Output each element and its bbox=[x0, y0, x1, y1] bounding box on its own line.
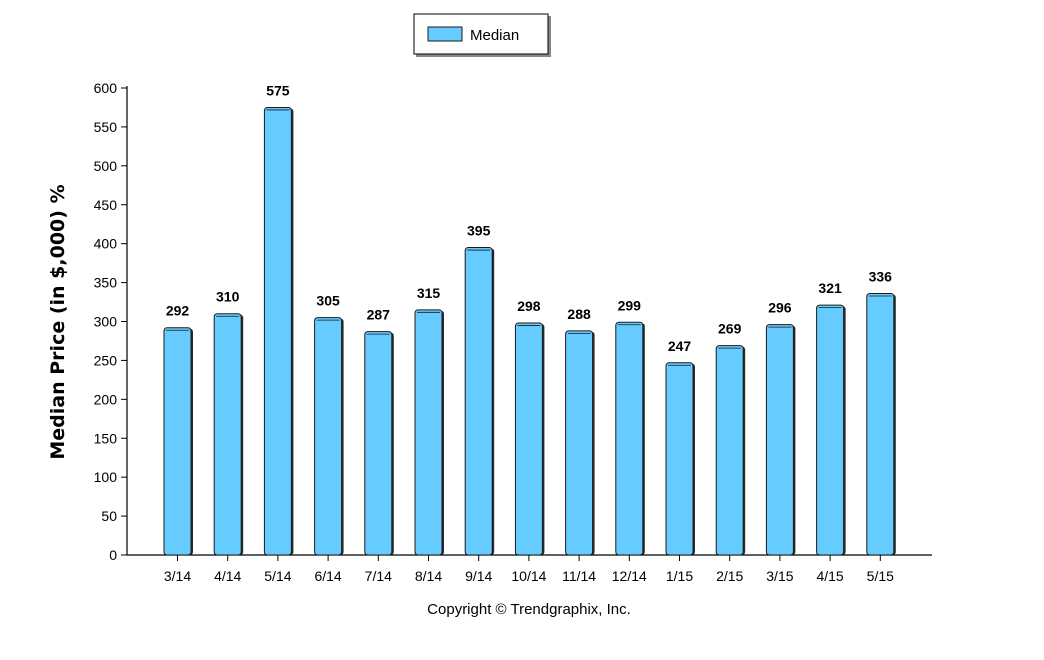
y-axis-title-group: Median Price (in $,000) % bbox=[47, 184, 69, 459]
data-label: 305 bbox=[316, 293, 340, 309]
x-tick-label: 12/14 bbox=[612, 568, 647, 584]
x-tick-label: 11/14 bbox=[562, 568, 596, 584]
bar bbox=[866, 292, 895, 556]
y-tick-label: 300 bbox=[94, 314, 118, 330]
bar bbox=[364, 331, 393, 556]
bar bbox=[414, 309, 443, 556]
x-tick-label: 3/15 bbox=[766, 568, 793, 584]
x-tick-label: 3/14 bbox=[164, 568, 191, 584]
data-label: 296 bbox=[768, 300, 792, 316]
data-label: 269 bbox=[718, 321, 742, 337]
data-label: 315 bbox=[417, 285, 441, 301]
y-axis-ticks: 0 50 100 150 200 250 300 350 400 450 500 550 600 bbox=[94, 80, 127, 563]
data-label: 299 bbox=[618, 297, 642, 313]
data-label: 321 bbox=[818, 280, 842, 296]
x-axis-ticks: 3/14 4/14 5/14 6/14 7/14 8/14 9/14 10/14 11/14 12… bbox=[164, 555, 894, 584]
data-label: 288 bbox=[567, 306, 591, 322]
x-tick-label: 5/15 bbox=[867, 568, 894, 584]
bar bbox=[615, 321, 644, 556]
x-tick-label: 2/15 bbox=[716, 568, 743, 584]
data-label: 395 bbox=[467, 223, 491, 239]
y-tick-label: 450 bbox=[94, 197, 118, 213]
y-axis-title: Median Price (in $,000) % bbox=[47, 184, 69, 459]
y-tick-label: 550 bbox=[94, 119, 118, 135]
y-tick-label: 150 bbox=[94, 430, 118, 446]
x-tick-label: 10/14 bbox=[511, 568, 546, 584]
y-tick-label: 100 bbox=[94, 469, 118, 485]
bar bbox=[163, 327, 192, 556]
legend-label-median: Median bbox=[470, 27, 519, 44]
data-label: 298 bbox=[517, 298, 541, 314]
data-label: 287 bbox=[367, 307, 391, 323]
bar bbox=[765, 324, 794, 556]
x-tick-label: 8/14 bbox=[415, 568, 442, 584]
y-tick-label: 600 bbox=[94, 80, 118, 96]
bar bbox=[816, 304, 845, 556]
y-tick-label: 200 bbox=[94, 391, 118, 407]
data-label: 336 bbox=[869, 268, 893, 284]
x-tick-label: 6/14 bbox=[314, 568, 341, 584]
legend-swatch bbox=[427, 26, 463, 42]
copyright-text: Copyright © Trendgraphix, Inc. bbox=[427, 601, 631, 618]
y-tick-label: 0 bbox=[109, 547, 117, 563]
y-tick-label: 250 bbox=[94, 352, 118, 368]
data-label: 292 bbox=[166, 303, 190, 319]
bar bbox=[314, 317, 343, 556]
x-tick-label: 1/15 bbox=[666, 568, 693, 584]
data-label: 575 bbox=[266, 82, 290, 98]
bars: 292 310 575 305 287 315 395 298 288 299 247 269 296 3… bbox=[163, 82, 896, 556]
x-tick-label: 9/14 bbox=[465, 568, 492, 584]
data-label: 247 bbox=[668, 338, 692, 354]
bar bbox=[464, 247, 493, 556]
bar bbox=[665, 362, 694, 556]
x-tick-label: 4/15 bbox=[816, 568, 843, 584]
y-tick-label: 400 bbox=[94, 236, 118, 252]
y-tick-label: 500 bbox=[94, 158, 118, 174]
y-tick-label: 350 bbox=[94, 275, 118, 291]
data-label: 310 bbox=[216, 289, 240, 305]
bar bbox=[565, 330, 594, 556]
x-tick-label: 4/14 bbox=[214, 568, 241, 584]
y-tick-label: 50 bbox=[101, 508, 117, 524]
bar bbox=[263, 106, 292, 556]
legend: Median bbox=[413, 13, 551, 57]
x-tick-label: 7/14 bbox=[365, 568, 392, 584]
x-tick-label: 5/14 bbox=[264, 568, 291, 584]
bar bbox=[213, 313, 242, 556]
bar bbox=[514, 322, 543, 556]
bar bbox=[715, 345, 744, 556]
